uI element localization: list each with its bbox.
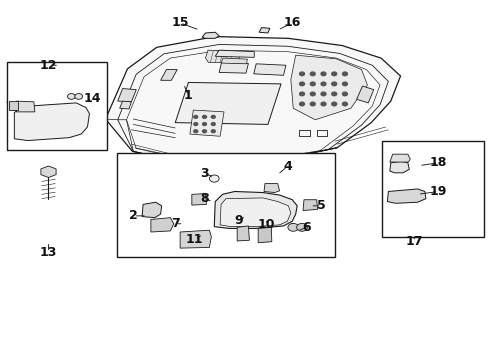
Text: 14: 14: [83, 92, 101, 105]
Circle shape: [202, 123, 206, 126]
Circle shape: [193, 130, 197, 133]
Circle shape: [342, 92, 346, 96]
Text: 19: 19: [429, 185, 447, 198]
Text: 17: 17: [405, 235, 422, 248]
Polygon shape: [219, 62, 248, 73]
Circle shape: [321, 72, 325, 76]
Text: 16: 16: [283, 17, 300, 30]
Polygon shape: [160, 69, 177, 80]
Polygon shape: [202, 32, 219, 39]
Polygon shape: [221, 58, 247, 64]
Bar: [117, 153, 334, 257]
Text: 10: 10: [257, 218, 275, 231]
Polygon shape: [9, 101, 18, 110]
Polygon shape: [189, 110, 224, 136]
Circle shape: [342, 102, 346, 106]
Polygon shape: [259, 28, 269, 33]
Text: 2: 2: [129, 210, 138, 222]
Text: 3: 3: [200, 167, 208, 180]
Polygon shape: [389, 154, 409, 162]
Polygon shape: [253, 64, 285, 75]
Circle shape: [331, 82, 336, 86]
Polygon shape: [303, 200, 317, 211]
Circle shape: [193, 123, 197, 126]
Circle shape: [299, 92, 304, 96]
Text: 13: 13: [40, 246, 57, 259]
Polygon shape: [356, 86, 373, 103]
Polygon shape: [220, 198, 290, 226]
Circle shape: [193, 116, 197, 118]
Polygon shape: [215, 50, 254, 57]
Text: 6: 6: [302, 221, 310, 234]
Polygon shape: [264, 184, 279, 193]
Circle shape: [331, 102, 336, 106]
Polygon shape: [151, 218, 173, 232]
Polygon shape: [290, 55, 366, 120]
Circle shape: [211, 116, 215, 118]
Circle shape: [310, 82, 315, 86]
Circle shape: [211, 123, 215, 126]
Bar: [381, 141, 484, 237]
Circle shape: [211, 130, 215, 133]
Circle shape: [331, 72, 336, 76]
Circle shape: [75, 94, 82, 99]
Polygon shape: [237, 226, 249, 241]
Polygon shape: [389, 161, 408, 173]
Polygon shape: [142, 202, 161, 218]
Circle shape: [342, 72, 346, 76]
Circle shape: [299, 82, 304, 86]
Text: 4: 4: [283, 160, 291, 173]
Circle shape: [310, 102, 315, 106]
Polygon shape: [258, 227, 271, 243]
Polygon shape: [214, 192, 297, 228]
Circle shape: [331, 92, 336, 96]
Circle shape: [342, 82, 346, 86]
Polygon shape: [41, 166, 56, 177]
Circle shape: [202, 130, 206, 133]
Circle shape: [287, 224, 298, 231]
Polygon shape: [205, 50, 239, 62]
Circle shape: [299, 72, 304, 76]
Text: 7: 7: [170, 217, 179, 230]
Polygon shape: [16, 101, 35, 112]
Circle shape: [67, 94, 75, 99]
Circle shape: [209, 175, 219, 182]
Text: 8: 8: [200, 192, 208, 205]
Text: 15: 15: [171, 17, 188, 30]
Circle shape: [321, 92, 325, 96]
Polygon shape: [191, 194, 206, 205]
Polygon shape: [105, 37, 400, 164]
Text: 1: 1: [183, 89, 192, 102]
Text: 12: 12: [40, 59, 57, 72]
Circle shape: [296, 224, 307, 231]
Text: 18: 18: [429, 156, 447, 169]
Polygon shape: [118, 89, 136, 102]
Text: 11: 11: [185, 233, 203, 246]
Bar: [6, 62, 106, 149]
Circle shape: [321, 102, 325, 106]
Polygon shape: [175, 82, 281, 125]
Text: 9: 9: [234, 214, 243, 227]
Text: 5: 5: [317, 199, 325, 212]
Circle shape: [310, 92, 315, 96]
Polygon shape: [180, 230, 211, 248]
Polygon shape: [386, 189, 425, 203]
Polygon shape: [14, 103, 89, 140]
Polygon shape: [120, 101, 131, 109]
Circle shape: [202, 116, 206, 118]
Bar: [299, 130, 309, 136]
Circle shape: [299, 102, 304, 106]
Circle shape: [321, 82, 325, 86]
Bar: [316, 130, 327, 136]
Circle shape: [310, 72, 315, 76]
